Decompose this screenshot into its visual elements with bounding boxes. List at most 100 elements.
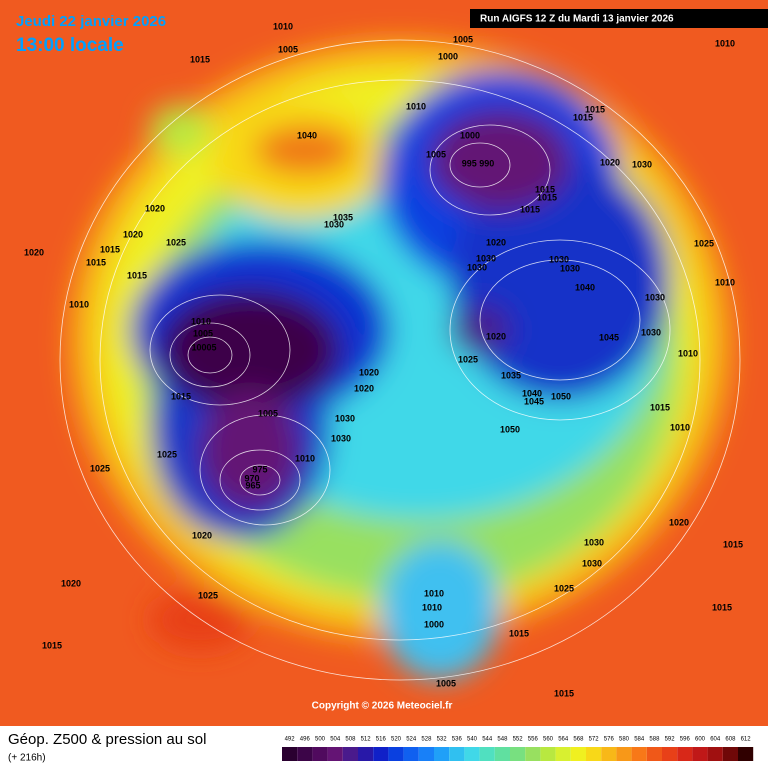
legend-swatch xyxy=(631,747,647,761)
legend-swatch xyxy=(434,747,450,761)
isobar-label: 970 xyxy=(244,473,259,483)
isobar-label: 1025 xyxy=(554,583,574,593)
legend-swatch xyxy=(692,747,708,761)
isobar-label: 1015 xyxy=(509,628,529,638)
legend-level: 576 xyxy=(604,737,615,743)
legend-swatch xyxy=(616,747,632,761)
legend-swatch xyxy=(601,747,617,761)
isobar-label: 1010 xyxy=(191,316,211,326)
isobar-label: 1015 xyxy=(42,640,62,650)
isobar-label: 1015 xyxy=(127,270,147,280)
isobar-label: 1020 xyxy=(24,247,44,257)
isobar-label: 1000 xyxy=(424,619,444,629)
legend-swatch xyxy=(388,747,404,761)
isobar-label: 1020 xyxy=(669,517,689,527)
isobar-label: 1015 xyxy=(712,602,732,612)
legend-level: 536 xyxy=(452,737,463,743)
legend-swatch xyxy=(707,747,723,761)
isobar-label: 1030 xyxy=(582,558,602,568)
legend-swatch xyxy=(282,747,298,761)
legend-level: 500 xyxy=(315,737,326,743)
legend-level: 608 xyxy=(725,737,736,743)
legend-swatch xyxy=(464,747,480,761)
isobar-label: 1030 xyxy=(645,292,665,302)
legend-level: 512 xyxy=(361,737,372,743)
legend-swatch xyxy=(297,747,313,761)
isobar-label: 1005 xyxy=(453,34,473,44)
isobar-label: 1015 xyxy=(537,192,557,202)
isobar-label: 1010 xyxy=(670,422,690,432)
isobar-label: 1015 xyxy=(650,402,670,412)
isobar-label: 1030 xyxy=(331,433,351,443)
legend-level: 564 xyxy=(558,737,569,743)
isobar-label: 1015 xyxy=(723,539,743,549)
legend-level: 540 xyxy=(467,737,478,743)
run-banner xyxy=(470,9,768,28)
isobar-label: 1030 xyxy=(467,262,487,272)
isobar-label: 965 xyxy=(245,480,260,490)
isobar-label: 1015 xyxy=(190,54,210,64)
legend-swatch xyxy=(449,747,465,761)
legend-swatch xyxy=(662,747,678,761)
legend-swatch xyxy=(373,747,389,761)
isobar-label: 1025 xyxy=(90,463,110,473)
legend-level: 548 xyxy=(497,737,508,743)
isobar-label: 1015 xyxy=(554,688,574,698)
legend-level: 524 xyxy=(406,737,417,743)
map-field xyxy=(0,0,768,726)
legend-level: 592 xyxy=(665,737,676,743)
isobar-label: 1040 xyxy=(575,282,595,292)
legend-level: 528 xyxy=(421,737,432,743)
isobar-label: 1015 xyxy=(535,184,555,194)
legend-swatch xyxy=(358,747,374,761)
isobar-label: 1020 xyxy=(486,237,506,247)
isobar-label: 1010 xyxy=(424,588,444,598)
legend-swatch xyxy=(342,747,358,761)
legend-swatch xyxy=(570,747,586,761)
isobar-label: 1010 xyxy=(422,602,442,612)
isobar-label: 1020 xyxy=(359,367,379,377)
isobar-label: 1020 xyxy=(600,157,620,167)
isobar-label: 1010 xyxy=(273,21,293,31)
legend-swatch xyxy=(510,747,526,761)
legend-swatch xyxy=(722,747,738,761)
isobar-label: 1005 xyxy=(278,44,298,54)
isobar-label: 1050 xyxy=(551,391,571,401)
isobar-label: 1010 xyxy=(715,277,735,287)
forecast-date: Jeudi 22 janvier 2026 xyxy=(16,13,166,30)
isobar-label: 1015 xyxy=(585,104,605,114)
isobar-label: 1030 xyxy=(549,254,569,264)
isobar-label: 1030 xyxy=(632,159,652,169)
legend-swatch xyxy=(586,747,602,761)
legend-level: 504 xyxy=(330,737,341,743)
legend-swatch xyxy=(525,747,541,761)
isobar-label: 1005 xyxy=(436,678,456,688)
legend-swatch xyxy=(738,747,754,761)
isobar-label: 1025 xyxy=(157,449,177,459)
isobar-label: 1015 xyxy=(520,204,540,214)
legend-level: 544 xyxy=(482,737,493,743)
legend-level: 520 xyxy=(391,737,402,743)
legend-level: 568 xyxy=(573,737,584,743)
isobar-label: 1025 xyxy=(198,590,218,600)
legend-swatch xyxy=(540,747,556,761)
legend-level: 552 xyxy=(513,737,524,743)
legend-swatch xyxy=(479,747,495,761)
legend-level: 560 xyxy=(543,737,554,743)
isobar-label: 1035 xyxy=(501,370,521,380)
legend-swatch xyxy=(312,747,328,761)
isobar-label: 995 990 xyxy=(462,158,495,168)
isobar-label: 1015 xyxy=(573,112,593,122)
isobar-label: 1040 xyxy=(297,130,317,140)
legend-level: 584 xyxy=(634,737,645,743)
isobar-label: 1005 xyxy=(193,328,213,338)
isobar-label: 1045 xyxy=(524,396,544,406)
isobar-label: 1025 xyxy=(458,354,478,364)
isobar-label: 1010 xyxy=(678,348,698,358)
isobar-label: 1020 xyxy=(123,229,143,239)
run-label: Run AIGFS 12 Z du Mardi 13 janvier 2026 xyxy=(480,14,674,25)
legend-swatch xyxy=(418,747,434,761)
isobar-label: 1020 xyxy=(486,331,506,341)
legend-level: 572 xyxy=(589,737,600,743)
